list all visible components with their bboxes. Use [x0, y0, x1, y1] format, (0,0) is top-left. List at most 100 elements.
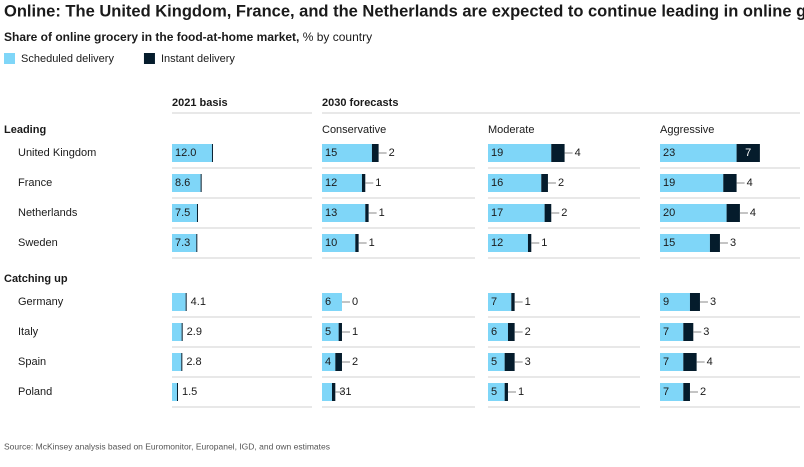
bar-instant [511, 293, 515, 311]
bar-scheduled [488, 204, 545, 222]
bar-scheduled [660, 353, 684, 371]
bar-scheduled [660, 323, 684, 341]
value-label: 2 [525, 326, 531, 338]
value-label: 5 [325, 326, 331, 338]
bar-instant [196, 204, 198, 222]
value-label: 4 [747, 177, 753, 189]
value-label: 17 [491, 207, 503, 219]
value-label: 3 [730, 237, 736, 249]
bar-instant [338, 323, 342, 341]
value-label: 4 [707, 356, 713, 368]
value-label: 1 [541, 237, 547, 249]
column-header: 2021 basis [172, 97, 228, 109]
value-label: 1 [369, 237, 375, 249]
column-header: 2030 forecasts [322, 97, 398, 109]
bar-scheduled [322, 323, 339, 341]
bar-scheduled [488, 383, 505, 401]
bar-instant [331, 383, 336, 401]
value-label: 7 [745, 147, 751, 159]
value-label: 23 [663, 147, 675, 159]
bar-instant [507, 323, 515, 341]
value-label: 1 [345, 386, 351, 398]
bar-instant [371, 144, 379, 162]
value-label: 3 [703, 326, 709, 338]
subtitle-main: Share of online grocery in the food-at-h… [4, 30, 299, 44]
value-label: 12 [491, 237, 503, 249]
bar-scheduled [488, 293, 512, 311]
row-label: Germany [18, 296, 64, 308]
row-label: Poland [18, 386, 52, 398]
source-note: Source: McKinsey analysis based on Eurom… [4, 441, 330, 451]
value-label: 12 [325, 177, 337, 189]
value-label: 19 [491, 147, 503, 159]
bar-scheduled [322, 383, 332, 401]
value-label: 20 [663, 207, 675, 219]
bar-scheduled [172, 383, 177, 401]
bar-scheduled [322, 144, 372, 162]
bar-instant [361, 174, 366, 192]
panel-label: Conservative [322, 124, 386, 136]
bar-scheduled [660, 383, 684, 401]
value-label: 1 [518, 386, 524, 398]
bar-scheduled [172, 144, 212, 162]
bar-instant [504, 353, 515, 371]
bar-instant [683, 323, 694, 341]
bar-instant [365, 204, 369, 222]
bar-scheduled [172, 353, 182, 371]
value-label: 1 [352, 326, 358, 338]
value-label: 1 [375, 177, 381, 189]
bar-scheduled [488, 323, 508, 341]
bar-scheduled [172, 174, 201, 192]
value-label: 6 [325, 296, 331, 308]
value-label: 1.5 [182, 386, 197, 398]
value-label: 13 [325, 207, 337, 219]
value-label: 5 [491, 356, 497, 368]
value-label: 0 [352, 296, 358, 308]
value-label: 6 [491, 326, 497, 338]
bar-scheduled [660, 234, 710, 252]
bar-instant [689, 293, 700, 311]
chart-subtitle: Share of online grocery in the food-at-h… [4, 30, 372, 44]
bar-scheduled [172, 293, 186, 311]
bar-instant [181, 323, 183, 341]
value-label: 7 [663, 386, 669, 398]
value-label: 19 [663, 177, 675, 189]
value-label: 1 [379, 207, 385, 219]
bar-scheduled [172, 323, 182, 341]
bar-instant [551, 144, 565, 162]
value-label: 2 [561, 207, 567, 219]
legend-label: Scheduled delivery [21, 53, 114, 65]
row-label: United Kingdom [18, 147, 96, 159]
bar-instant [736, 144, 760, 162]
subtitle-unit: % by country [303, 30, 372, 44]
value-label: 7 [663, 356, 669, 368]
bar-scheduled [172, 234, 197, 252]
bar-instant [709, 234, 720, 252]
bar-scheduled [660, 144, 737, 162]
value-label: 5 [491, 386, 497, 398]
value-label: 16 [491, 177, 503, 189]
panel-label: Aggressive [660, 124, 714, 136]
group-label: Leading [4, 124, 46, 136]
row-label: Italy [18, 326, 39, 338]
bar-scheduled [322, 353, 336, 371]
panel-label: Moderate [488, 124, 534, 136]
value-label: 3 [710, 296, 716, 308]
value-label: 9 [663, 296, 669, 308]
bar-instant [504, 383, 508, 401]
bar-instant [176, 383, 178, 401]
chart-title: Online: The United Kingdom, France, and … [4, 2, 804, 20]
bar-scheduled [172, 204, 197, 222]
bar-scheduled [488, 353, 505, 371]
bar-instant [723, 174, 737, 192]
bar-instant [200, 174, 202, 192]
bar-instant [726, 204, 740, 222]
bar-instant [211, 144, 213, 162]
bar-scheduled [488, 234, 528, 252]
value-label: 4 [575, 147, 581, 159]
bar-instant [185, 293, 187, 311]
group-label: Catching up [4, 273, 68, 285]
value-label: 7 [491, 296, 497, 308]
row-label: Spain [18, 356, 46, 368]
row-label: Sweden [18, 237, 58, 249]
